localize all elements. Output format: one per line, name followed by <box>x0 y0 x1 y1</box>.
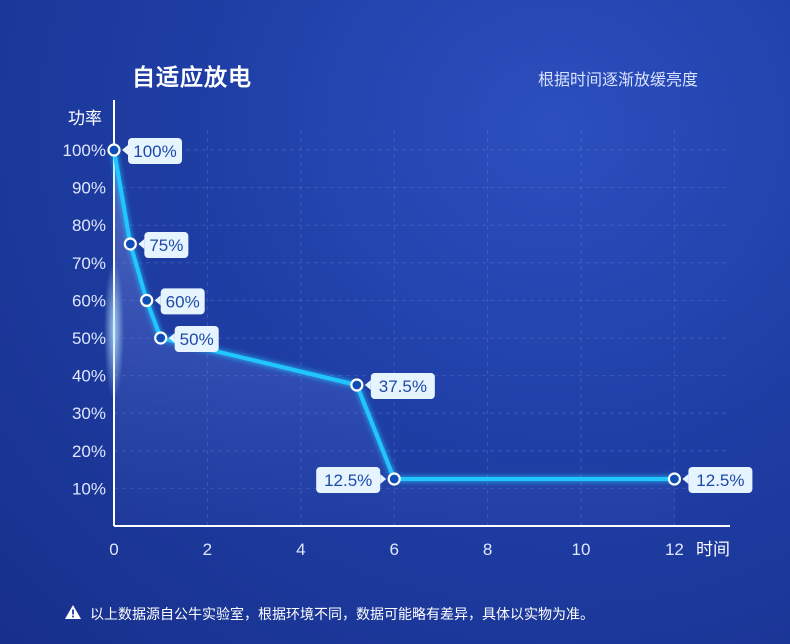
point-label-box <box>128 138 182 164</box>
point-label-pointer <box>380 474 387 484</box>
point-label-box <box>144 232 189 258</box>
point-label: 75% <box>138 232 189 258</box>
y-tick-label: 70% <box>72 254 106 273</box>
warning-icon <box>64 604 82 624</box>
footer-note: 以上数据源自公牛实验室，根据环境不同，数据可能略有差异，具体以实物为准。 <box>64 604 594 624</box>
data-point <box>123 237 137 251</box>
x-tick-label: 4 <box>296 540 305 559</box>
point-label-text: 75% <box>149 236 183 255</box>
x-tick-label: 8 <box>483 540 492 559</box>
point-label: 100% <box>122 138 182 164</box>
point-label-pointer <box>122 145 128 155</box>
x-tick-label: 12 <box>665 540 684 559</box>
point-label-box <box>174 326 219 352</box>
point-label-text: 37.5% <box>379 377 427 396</box>
area-fill <box>114 150 675 526</box>
point-label: 37.5% <box>364 373 435 399</box>
y-tick-label: 50% <box>72 329 106 348</box>
point-label: 60% <box>154 288 205 315</box>
point-label-pointer <box>168 333 175 343</box>
x-axis-title: 时间 <box>696 540 730 560</box>
point-label-box <box>316 467 381 493</box>
labels-layer: 100% 75% 60% 50% 37.5% 12.5% 12.5% <box>122 138 753 493</box>
point-label-pointer <box>682 474 689 484</box>
area-under-curve <box>114 150 675 526</box>
chart-title: 自适应放电 <box>132 65 252 91</box>
point-label-box <box>688 467 753 493</box>
y-tick-label: 20% <box>72 442 106 461</box>
x-tick-label: 2 <box>203 540 212 559</box>
axis-glow <box>104 260 124 400</box>
y-tick-label: 10% <box>72 479 106 498</box>
point-label: 50% <box>168 326 219 352</box>
y-axis-title: 功率 <box>68 109 102 129</box>
y-tick-label: 60% <box>72 291 106 310</box>
point-label-text: 12.5% <box>696 471 744 490</box>
x-tick-label: 10 <box>572 540 591 559</box>
axes: 10% 20% 30% 40% 50% 60% 70% 80% 90% 100% 0 2 4 6 8 10 12 <box>63 100 730 559</box>
y-tick-label: 30% <box>72 404 106 423</box>
point-label-pointer <box>154 295 161 306</box>
point-label-box <box>370 373 435 399</box>
x-tick-label: 6 <box>389 540 398 559</box>
data-point <box>140 293 154 307</box>
y-tick-label: 90% <box>72 179 106 198</box>
point-label-text: 12.5% <box>324 471 372 490</box>
footer-text: 以上数据源自公牛实验室，根据环境不同，数据可能略有差异，具体以实物为准。 <box>90 607 594 623</box>
data-point <box>107 143 121 157</box>
points-layer <box>107 143 682 486</box>
chart-subtitle: 根据时间逐渐放缓亮度 <box>537 70 698 89</box>
y-tick-label: 40% <box>72 367 106 386</box>
data-point <box>387 472 401 486</box>
data-point <box>350 378 364 392</box>
y-tick-label: 80% <box>72 216 106 235</box>
point-label-pointer <box>364 380 371 390</box>
point-label-text: 100% <box>133 142 176 161</box>
point-label-text: 60% <box>166 292 200 311</box>
data-point <box>667 472 682 486</box>
point-label: 12.5% <box>682 467 753 493</box>
y-tick-label: 100% <box>63 141 106 160</box>
point-label-box <box>160 288 205 315</box>
data-point <box>154 331 168 345</box>
point-label: 12.5% <box>316 467 387 493</box>
point-label-text: 50% <box>180 330 214 349</box>
x-tick-label: 0 <box>109 540 118 559</box>
point-label-pointer <box>138 239 145 249</box>
